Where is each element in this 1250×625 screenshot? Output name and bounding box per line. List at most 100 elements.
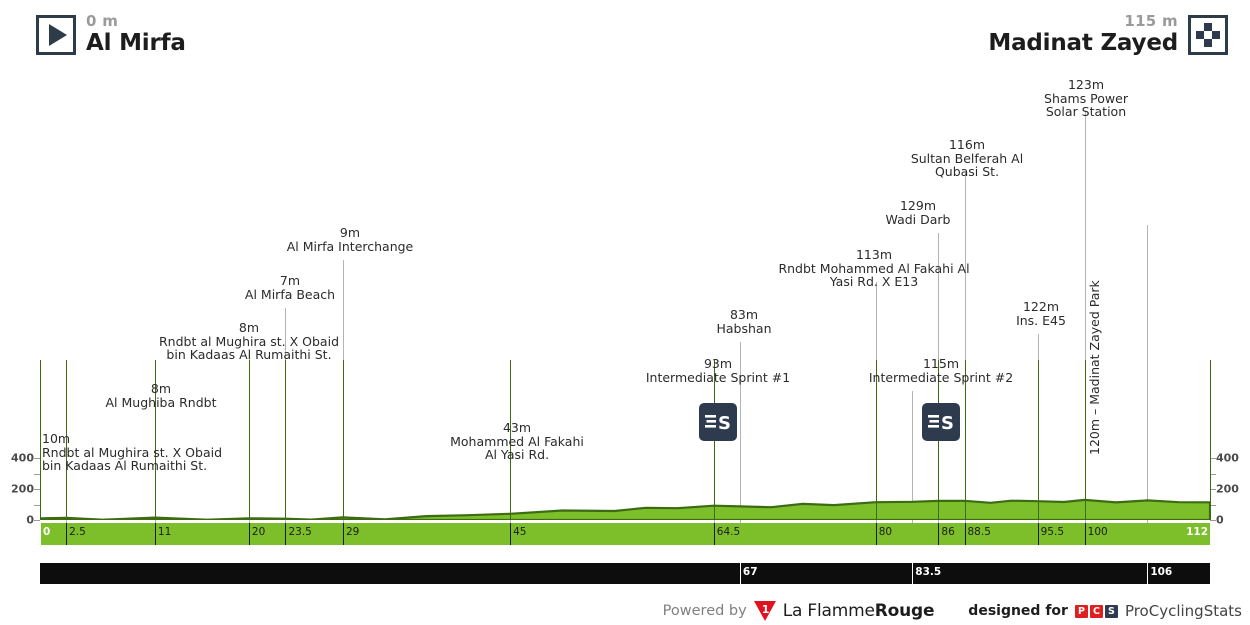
km-separator <box>1084 360 1086 520</box>
km-label: 11 <box>157 526 172 538</box>
annotation-altitude: 10m <box>42 431 71 446</box>
checkered-flag-icon <box>1188 15 1228 55</box>
finish-altitude: 115 m <box>1124 12 1178 30</box>
flamme-rouge-icon: 1 <box>753 601 776 621</box>
annotation-name: Intermediate Sprint #2 <box>868 369 1014 385</box>
annotation-marker-line <box>1147 225 1149 525</box>
km-separator <box>66 360 68 520</box>
flamme-rouge-bold: Rouge <box>874 601 935 621</box>
annotation-marker-line <box>912 391 914 540</box>
annotation-name: Wadi Darb <box>885 211 951 227</box>
profile-annotation: 9m Al Mirfa Interchange <box>287 226 414 253</box>
y-axis-tick <box>34 489 40 490</box>
y-axis-label: 200 <box>11 482 34 496</box>
annotation-altitude: 8m <box>238 320 260 335</box>
footer-credits: Powered by 1 La FlammeRouge designed for… <box>663 601 1242 621</box>
annotation-name: Shams Power <box>1044 90 1128 106</box>
annotation-altitude: 43m <box>502 420 532 435</box>
annotation-name: Al Yasi Rd. <box>484 447 550 462</box>
annotation-altitude: 115m <box>922 356 960 371</box>
pcs-name: ProCyclingStats <box>1124 602 1242 620</box>
km-separator <box>285 360 287 520</box>
profile-annotation: 122m Ins. E45 <box>1016 300 1066 327</box>
sprint-icon: S <box>928 413 954 432</box>
annotation-name: Mohammed Al Fakahi <box>450 433 584 449</box>
profile-annotation: 129m Wadi Darb <box>886 199 951 226</box>
annotation-altitude: 7m <box>279 273 301 288</box>
annotation-altitude: 116m <box>948 137 986 152</box>
y-axis-label: 200 <box>1216 482 1239 496</box>
y-axis-tick <box>34 504 40 506</box>
y-axis-label: 400 <box>11 451 34 465</box>
profile-annotation: 83m Habshan <box>716 308 771 335</box>
svg-text:S: S <box>718 413 731 432</box>
km-tick <box>342 523 344 545</box>
y-axis-tick <box>34 520 40 521</box>
km-separator <box>964 360 966 520</box>
pcs-letter-s: S <box>1104 604 1118 618</box>
profile-annotation: 7m Al Mirfa Beach <box>245 274 335 301</box>
y-axis-tick <box>1210 473 1216 475</box>
annotation-marker-line <box>964 172 966 540</box>
km-tick <box>154 523 156 545</box>
km-label: 20 <box>251 526 266 538</box>
annotation-altitude: 93m <box>703 356 733 371</box>
svg-text:S: S <box>941 413 954 432</box>
km-tick <box>938 523 940 545</box>
km-separator <box>40 360 41 520</box>
profile-annotation: 8m Al Mughiba Rndbt <box>106 382 217 409</box>
km-tick <box>248 523 250 545</box>
annotation-altitude: 122m <box>1022 299 1060 314</box>
sprint-bar-tick <box>912 563 914 584</box>
km-separator <box>1037 360 1039 520</box>
annotation-marker-line <box>1084 112 1086 540</box>
start-altitude: 0 m <box>86 12 119 30</box>
y-axis-tick <box>1210 489 1216 490</box>
profile-annotation: 93m Intermediate Sprint #1 <box>646 357 790 384</box>
annotation-name: Sultan Belferah Al <box>910 150 1024 166</box>
powered-by-group: Powered by 1 La FlammeRouge <box>662 601 935 621</box>
intermediate-sprint-2-badge[interactable]: S <box>922 403 960 441</box>
km-separator <box>510 360 512 520</box>
annotation-name: Al Mirfa Interchange <box>286 238 414 254</box>
km-label: 23.5 <box>288 526 312 538</box>
annotation-altitude: 113m <box>855 247 893 262</box>
km-label: 86 <box>941 526 955 538</box>
pcs-letter-c: C <box>1089 604 1103 618</box>
stage-finish-header: 115 m Madinat Zayed <box>988 14 1228 55</box>
finish-location-name: Madinat Zayed <box>988 30 1178 56</box>
km-label: 29 <box>345 526 360 538</box>
start-play-icon <box>36 15 76 55</box>
km-ruler: 0 2.5 11 20 23.5 29 45 64.5 80 86 88.5 95.5 100 112 <box>40 523 1211 545</box>
km-separator <box>342 360 344 520</box>
annotation-name: Intermediate Sprint #1 <box>645 369 791 385</box>
annotation-name: Yasi Rd. X E13 <box>829 274 919 289</box>
km-tick <box>40 523 41 545</box>
stage-start-header: 0 m Al Mirfa <box>36 14 186 55</box>
annotation-altitude: 83m <box>729 307 759 322</box>
annotation-name: Qubasi St. <box>934 164 1000 179</box>
elevation-path <box>40 498 1210 520</box>
sprint-km-bar: 67 83.5 106 <box>40 563 1210 584</box>
annotation-altitude: 129m <box>899 198 937 213</box>
profile-annotation: 43m Mohammed Al Fakahi Al Yasi Rd. <box>450 421 584 462</box>
km-label: 88.5 <box>967 526 991 538</box>
km-tick <box>66 523 68 545</box>
plot-area <box>40 60 1211 595</box>
pcs-letter-p: P <box>1074 604 1088 618</box>
annotation-name: Rndbt Mohammed Al Fakahi Al <box>778 260 970 276</box>
km-label: 2.5 <box>69 526 86 538</box>
km-separator <box>154 360 156 520</box>
annotation-name: Ins. E45 <box>1016 312 1066 328</box>
y-axis-right: 0 200 400 <box>1210 60 1250 595</box>
y-axis-label: 0 <box>26 513 34 527</box>
sprint-bar-label: 106 <box>1150 566 1173 578</box>
profile-annotation: 116m Sultan Belferah Al Qubasi St. <box>911 138 1023 179</box>
profile-annotation: 8m Rndbt al Mughira st. X Obaid bin Kadaas… <box>159 321 339 362</box>
intermediate-sprint-1-badge[interactable]: S <box>699 403 737 441</box>
start-location-name: Al Mirfa <box>86 30 186 56</box>
km-tick <box>1037 523 1039 545</box>
powered-by-label: Powered by <box>662 603 747 619</box>
km-label: 45 <box>513 526 527 538</box>
